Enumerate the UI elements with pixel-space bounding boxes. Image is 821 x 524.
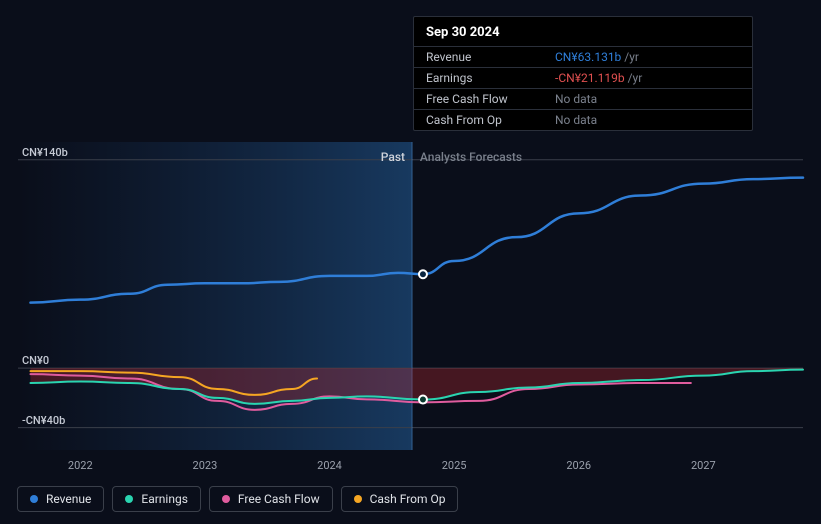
- tooltip-row: Free Cash FlowNo data: [414, 89, 752, 110]
- legend-item-earnings[interactable]: Earnings: [112, 486, 201, 512]
- earnings-marker: [419, 396, 427, 404]
- tooltip-row-value: No data: [543, 110, 752, 131]
- tooltip-date: Sep 30 2024: [414, 21, 752, 46]
- forecast-label: Analysts Forecasts: [420, 150, 522, 164]
- tooltip-row-label: Cash From Op: [414, 110, 543, 131]
- tooltip-row-label: Free Cash Flow: [414, 89, 543, 110]
- past-label: Past: [365, 150, 405, 164]
- chart-legend: Revenue Earnings Free Cash Flow Cash From O…: [17, 486, 458, 512]
- legend-label: Revenue: [46, 492, 91, 506]
- tooltip-row-value: No data: [543, 89, 752, 110]
- x-tick-label: 2025: [442, 459, 467, 472]
- tooltip-row: Cash From OpNo data: [414, 110, 752, 131]
- x-tick-label: 2022: [68, 459, 93, 472]
- data-tooltip: Sep 30 2024 RevenueCN¥63.131b /yrEarning…: [413, 16, 753, 131]
- legend-dot-icon: [125, 495, 133, 503]
- x-tick-label: 2024: [317, 459, 342, 472]
- tooltip-row-label: Revenue: [414, 47, 543, 68]
- tooltip-row: Earnings-CN¥21.119b /yr: [414, 68, 752, 89]
- tooltip-row-value: -CN¥21.119b /yr: [543, 68, 752, 89]
- x-tick-label: 2026: [566, 459, 591, 472]
- past-region: [18, 142, 412, 450]
- legend-item-cfo[interactable]: Cash From Op: [341, 486, 459, 512]
- tooltip-row: RevenueCN¥63.131b /yr: [414, 47, 752, 68]
- tooltip-row-value: CN¥63.131b /yr: [543, 47, 752, 68]
- y-tick-label: CN¥140b: [22, 146, 68, 159]
- legend-label: Cash From Op: [370, 492, 446, 506]
- x-tick-label: 2023: [193, 459, 218, 472]
- y-tick-label: -CN¥40b: [22, 414, 65, 427]
- legend-item-fcf[interactable]: Free Cash Flow: [209, 486, 333, 512]
- legend-item-revenue[interactable]: Revenue: [17, 486, 104, 512]
- y-tick-label: CN¥0: [22, 354, 49, 367]
- legend-label: Free Cash Flow: [238, 492, 320, 506]
- legend-label: Earnings: [141, 492, 188, 506]
- legend-dot-icon: [30, 495, 38, 503]
- legend-dot-icon: [222, 495, 230, 503]
- revenue-marker: [419, 270, 427, 278]
- tooltip-row-label: Earnings: [414, 68, 543, 89]
- legend-dot-icon: [354, 495, 362, 503]
- x-tick-label: 2027: [691, 459, 716, 472]
